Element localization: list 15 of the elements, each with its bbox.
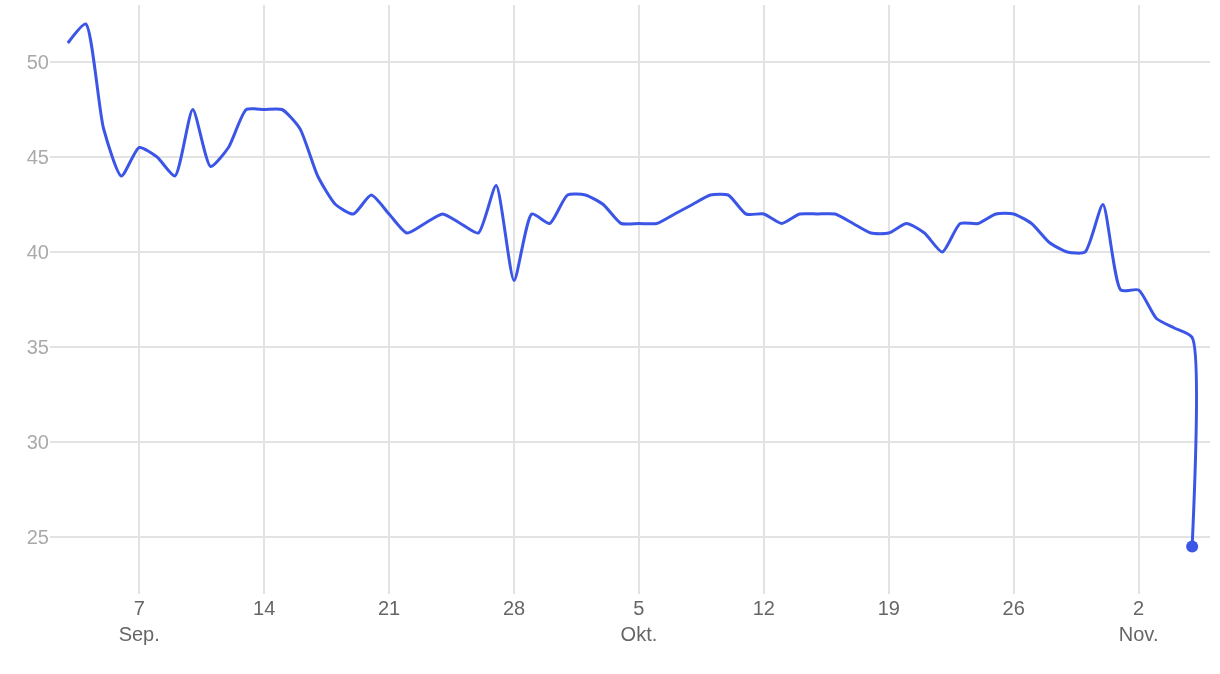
x-tick-label: 2 Nov. [1118,597,1159,645]
x-tick-label: 12 [752,597,775,619]
x-tick-label: 19 [877,597,900,619]
x-tick-label: 28 [502,597,526,619]
y-tick-label: 45 [26,146,49,168]
y-tick-label: 40 [26,241,49,263]
y-tick-label: 30 [26,431,49,453]
y-tick-label: 35 [26,336,49,358]
x-tick-label: 5 Okt. [620,597,658,645]
x-tick-label: 26 [1002,597,1025,619]
x-tick-label: 7 Sep. [118,597,160,645]
y-tick-label: 50 [26,51,49,73]
y-tick-label: 25 [26,526,49,548]
x-tick-label: 14 [253,597,276,619]
x-tick-label: 21 [377,597,401,619]
